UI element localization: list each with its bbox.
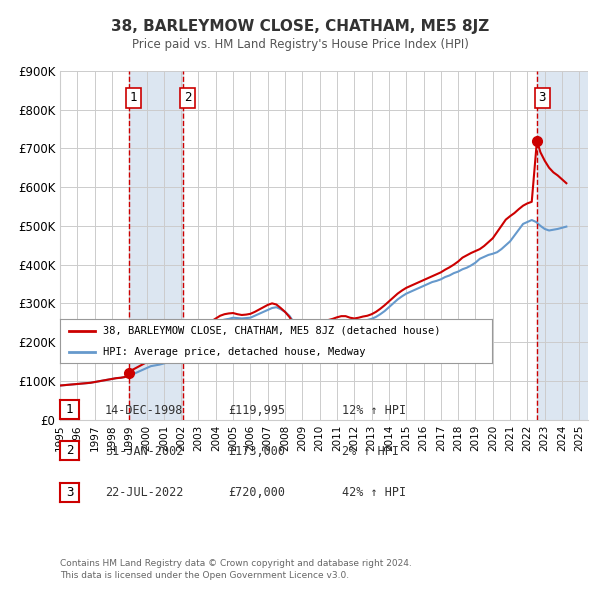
Text: 42% ↑ HPI: 42% ↑ HPI <box>342 486 406 499</box>
Text: £720,000: £720,000 <box>228 486 285 499</box>
Text: 22-JUL-2022: 22-JUL-2022 <box>105 486 184 499</box>
Text: 3: 3 <box>66 486 73 499</box>
Text: 38, BARLEYMOW CLOSE, CHATHAM, ME5 8JZ: 38, BARLEYMOW CLOSE, CHATHAM, ME5 8JZ <box>111 19 489 34</box>
Text: 2: 2 <box>66 444 73 457</box>
Bar <box>128 71 182 419</box>
Text: 2: 2 <box>184 91 191 104</box>
Bar <box>537 71 588 419</box>
Text: 1: 1 <box>130 91 137 104</box>
Text: Contains HM Land Registry data © Crown copyright and database right 2024.: Contains HM Land Registry data © Crown c… <box>60 559 412 568</box>
Text: 1: 1 <box>66 403 73 416</box>
Text: This data is licensed under the Open Government Licence v3.0.: This data is licensed under the Open Gov… <box>60 571 349 580</box>
Text: £119,995: £119,995 <box>228 404 285 417</box>
Text: 12% ↑ HPI: 12% ↑ HPI <box>342 404 406 417</box>
Text: 31-JAN-2002: 31-JAN-2002 <box>105 445 184 458</box>
Text: 2% ↑ HPI: 2% ↑ HPI <box>342 445 399 458</box>
Text: Price paid vs. HM Land Registry's House Price Index (HPI): Price paid vs. HM Land Registry's House … <box>131 38 469 51</box>
Text: 3: 3 <box>538 91 546 104</box>
Text: 38, BARLEYMOW CLOSE, CHATHAM, ME5 8JZ (detached house): 38, BARLEYMOW CLOSE, CHATHAM, ME5 8JZ (d… <box>103 326 440 336</box>
Text: 14-DEC-1998: 14-DEC-1998 <box>105 404 184 417</box>
Text: £173,000: £173,000 <box>228 445 285 458</box>
Text: HPI: Average price, detached house, Medway: HPI: Average price, detached house, Medw… <box>103 347 366 357</box>
